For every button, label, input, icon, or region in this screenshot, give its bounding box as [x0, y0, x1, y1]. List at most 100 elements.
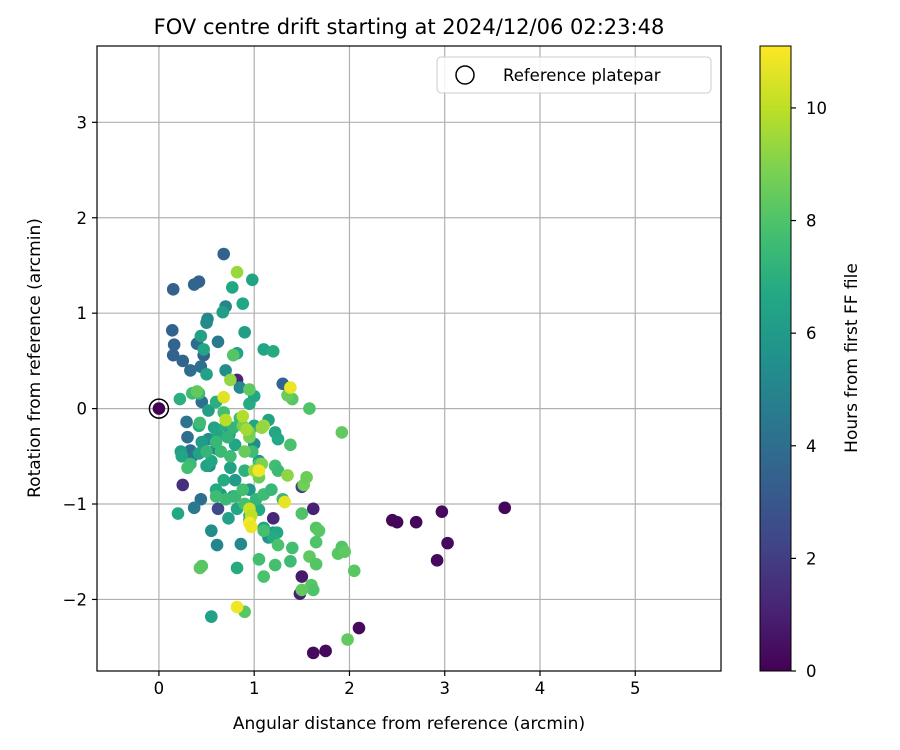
colorbar-tick-label: 0 [806, 662, 817, 681]
data-point [303, 402, 316, 415]
data-point [284, 554, 297, 568]
data-point [306, 502, 320, 516]
data-point [319, 644, 332, 658]
y-tick-label: 0 [77, 400, 88, 419]
y-axis-label: Rotation from reference (arcmin) [25, 218, 45, 498]
data-point [306, 583, 320, 597]
data-point [202, 404, 215, 417]
data-point [184, 364, 197, 377]
colorbar-tick-label: 6 [806, 324, 817, 343]
plot-frame [96, 45, 722, 672]
data-point [268, 558, 282, 572]
data-point [205, 524, 218, 538]
data-point [166, 283, 180, 296]
data-point [284, 381, 297, 394]
x-tick-label: 3 [439, 679, 450, 698]
x-axis-ticks: 0 1 2 3 4 5 [154, 671, 641, 698]
colorbar-gradient [759, 45, 792, 672]
legend-entry-reference: Reference platepar [503, 66, 661, 85]
data-point [205, 454, 218, 468]
data-point [226, 348, 240, 362]
data-point [176, 478, 190, 492]
data-point [181, 461, 194, 475]
data-point [217, 473, 231, 487]
data-point [175, 450, 189, 463]
data-point [211, 502, 225, 516]
data-point [217, 390, 231, 404]
data-point [209, 435, 223, 449]
x-axis-label: Angular distance from reference (arcmin) [233, 714, 585, 734]
x-tick-label: 5 [630, 679, 641, 698]
data-point [180, 415, 193, 429]
data-point [230, 265, 244, 279]
data-point [238, 445, 251, 458]
data-point [230, 561, 244, 575]
data-point [252, 553, 266, 566]
data-point [166, 348, 180, 362]
colorbar-tick-label: 4 [806, 437, 817, 456]
y-tick-label: −2 [63, 590, 87, 609]
data-point [210, 538, 224, 552]
data-point [284, 438, 297, 452]
y-tick-label: 3 [77, 113, 88, 132]
data-point [300, 470, 313, 484]
data-point [152, 402, 166, 415]
data-point [193, 416, 207, 430]
data-point [295, 583, 309, 597]
data-point [187, 501, 201, 515]
y-tick-label: −1 [63, 495, 87, 514]
colorbar-tick-label: 2 [806, 549, 817, 568]
data-point [257, 343, 271, 356]
scatter-points [152, 247, 512, 660]
data-point [221, 430, 234, 444]
data-point [309, 557, 323, 571]
data-point [236, 483, 250, 497]
data-point [430, 554, 444, 567]
data-point [195, 435, 209, 449]
data-point [295, 570, 309, 583]
data-point [338, 545, 351, 559]
data-point [285, 541, 299, 555]
data-point [219, 364, 232, 377]
data-point [245, 520, 258, 534]
data-point [234, 537, 248, 551]
data-point [224, 373, 237, 387]
colorbar: 0 2 4 6 8 10 Hours from first FF file [759, 45, 862, 681]
data-point [266, 345, 280, 358]
data-point [230, 600, 244, 614]
data-point [165, 324, 179, 337]
data-point [435, 505, 449, 518]
x-tick-label: 0 [154, 679, 165, 698]
data-point [224, 450, 237, 463]
data-point [217, 247, 231, 261]
legend-marker-icon [455, 65, 475, 85]
data-point [171, 507, 185, 520]
data-point [335, 426, 349, 439]
data-point [271, 538, 285, 552]
data-point [219, 413, 232, 427]
data-point [219, 492, 232, 506]
data-point [266, 512, 280, 525]
data-point [243, 383, 256, 396]
data-point [238, 464, 251, 477]
data-point [233, 381, 247, 394]
data-point [173, 392, 187, 406]
data-point [390, 515, 404, 529]
data-point [255, 421, 269, 434]
data-point [341, 633, 354, 646]
data-point [181, 430, 194, 444]
data-point [295, 507, 309, 520]
legend-box [436, 56, 712, 94]
data-point [441, 536, 454, 550]
data-point [205, 610, 218, 623]
x-tick-label: 2 [344, 679, 355, 698]
data-point [225, 281, 239, 294]
data-point [347, 564, 361, 578]
chart-title: FOV centre drift starting at 2024/12/06 … [154, 15, 665, 39]
data-point [194, 492, 208, 506]
data-point [194, 329, 208, 343]
x-tick-label: 1 [249, 679, 260, 698]
colorbar-ticks: 0 2 4 6 8 10 [791, 99, 827, 681]
reference-platepar-marker [148, 398, 170, 419]
data-point [352, 621, 366, 635]
